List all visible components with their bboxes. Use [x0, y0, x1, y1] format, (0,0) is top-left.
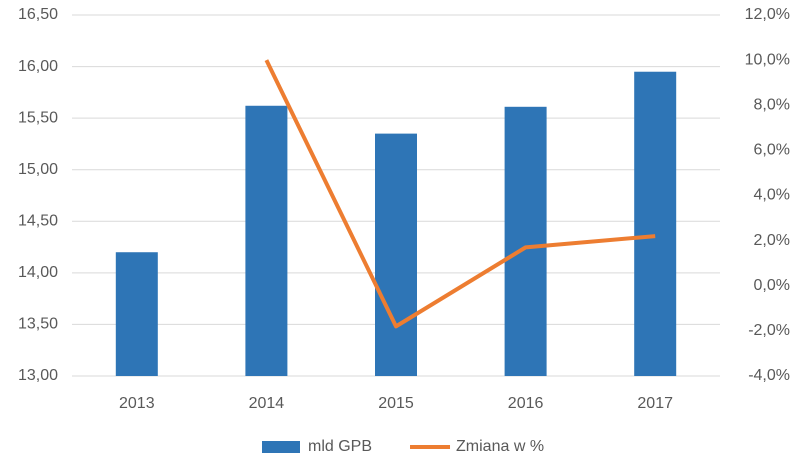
y2-tick-label: -4,0% [748, 367, 790, 384]
y2-tick-label: 6,0% [754, 142, 790, 159]
line [264, 59, 656, 329]
legend-label: Zmiana w % [456, 438, 544, 455]
y-tick-label: 15,50 [18, 109, 58, 126]
y2-tick-label: 12,0% [745, 6, 790, 23]
y-tick-label: 16,00 [18, 58, 58, 75]
y-tick-label: 15,00 [18, 161, 58, 178]
bar [115, 252, 158, 376]
y2-tick-label: 10,0% [745, 51, 790, 68]
y2-tick-label: -2,0% [748, 322, 790, 339]
bar [245, 105, 288, 376]
bar [375, 133, 417, 376]
x-tick-label: 2016 [508, 395, 544, 412]
legend-label: mld GPB [308, 438, 372, 455]
y-tick-label: 13,50 [18, 316, 58, 333]
y-tick-label: 13,00 [18, 367, 58, 384]
x-tick-label: 2013 [119, 395, 155, 412]
x-tick-label: 2017 [637, 395, 673, 412]
y2-tick-label: 4,0% [754, 187, 790, 204]
y-tick-label: 14,50 [18, 213, 58, 230]
y-tick-label: 16,50 [18, 6, 58, 23]
y-tick-label: 14,00 [18, 264, 58, 281]
legend-swatch [262, 441, 300, 453]
bar [634, 71, 677, 376]
bar [504, 106, 547, 376]
x-tick-label: 2014 [249, 395, 285, 412]
y2-tick-label: 2,0% [754, 232, 790, 249]
y2-tick-label: 8,0% [754, 96, 790, 113]
y2-tick-label: 0,0% [754, 277, 790, 294]
x-tick-label: 2015 [378, 395, 414, 412]
